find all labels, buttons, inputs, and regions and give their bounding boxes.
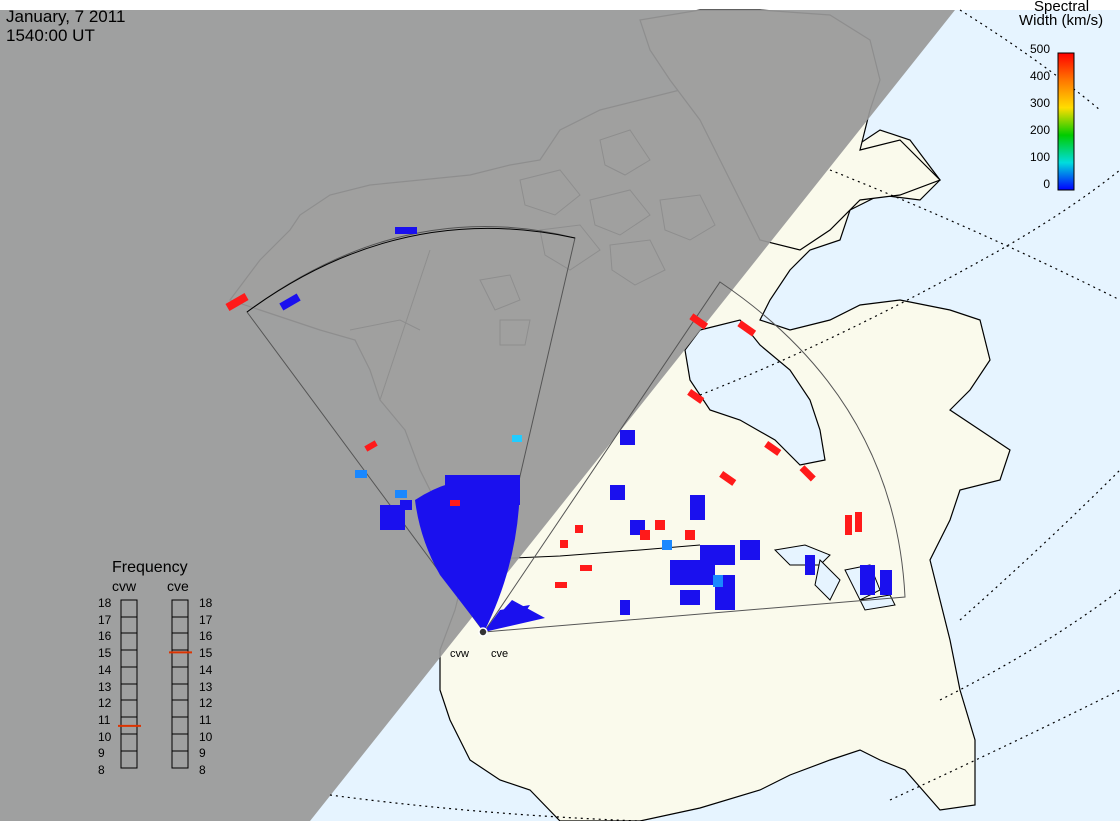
- colorbar-tick-label: 200: [1029, 123, 1050, 137]
- scatter-cvw: [380, 475, 520, 632]
- cvw-scale-label: 11: [98, 712, 111, 727]
- cvw-scale-label: 17: [98, 612, 112, 627]
- radar-fov: [246, 225, 906, 633]
- frequency-meter-cvw: [120, 599, 138, 769]
- colorbar-tick-label: 500: [1029, 42, 1050, 56]
- cvw-scale-label: 16: [98, 629, 112, 644]
- cve-scale-label: 11: [199, 712, 212, 727]
- cve-scale-label: 17: [199, 612, 213, 627]
- cvw-scale-label: 10: [98, 729, 112, 744]
- radar-site-marker: [478, 627, 488, 637]
- cve-scale-label: 12: [199, 696, 213, 711]
- colorbar-tick-label: 400: [1029, 69, 1050, 83]
- cve-scale-label: 8: [199, 763, 206, 777]
- colorbar-tick-label: 0: [1043, 177, 1050, 191]
- cvw-scale-label: 9: [98, 746, 105, 761]
- hudson-bay: [684, 319, 826, 466]
- colorbar-title: Spectral: [1034, 0, 1090, 15]
- scatter-high-width: [225, 293, 862, 588]
- cve-label: cve: [167, 578, 189, 594]
- colorbar-unit: Width (km/s): [1019, 12, 1104, 29]
- scatter-low-width: [355, 470, 723, 587]
- cvw-scale-label: 14: [98, 662, 112, 677]
- cve-scale-label: 18: [199, 596, 213, 610]
- time-label: 1540:00 UT: [6, 26, 95, 45]
- cvw-scale-label: 12: [98, 696, 112, 711]
- frequency-meter-cve: [171, 599, 189, 769]
- radar-label-east: cve: [491, 648, 509, 660]
- cvw-scale-label: 13: [98, 679, 112, 694]
- radar-label-west: cvw: [450, 648, 469, 660]
- frequency-title: Frequency: [112, 559, 188, 576]
- cve-scale-label: 9: [199, 746, 206, 761]
- cve-scale-label: 14: [199, 662, 213, 677]
- latitude-circles: [329, 9, 1120, 821]
- cvw-scale-label: 8: [98, 763, 105, 777]
- cve-scale-label: 16: [199, 629, 213, 644]
- cve-scale-label: 13: [199, 679, 213, 694]
- cve-scale-label: 10: [199, 729, 213, 744]
- scatter-cyan: [512, 435, 522, 442]
- cvw-scale-label: 18: [98, 596, 112, 610]
- cvw-scale-label: 15: [98, 646, 112, 661]
- colorbar: [1057, 52, 1075, 191]
- cve-scale-label: 15: [199, 646, 213, 661]
- night-shading: [0, 10, 955, 821]
- colorbar-tick-label: 100: [1029, 150, 1050, 164]
- cvw-label: cvw: [112, 578, 137, 594]
- colorbar-tick-label: 300: [1029, 96, 1050, 110]
- date-label: January, 7 2011: [6, 7, 126, 26]
